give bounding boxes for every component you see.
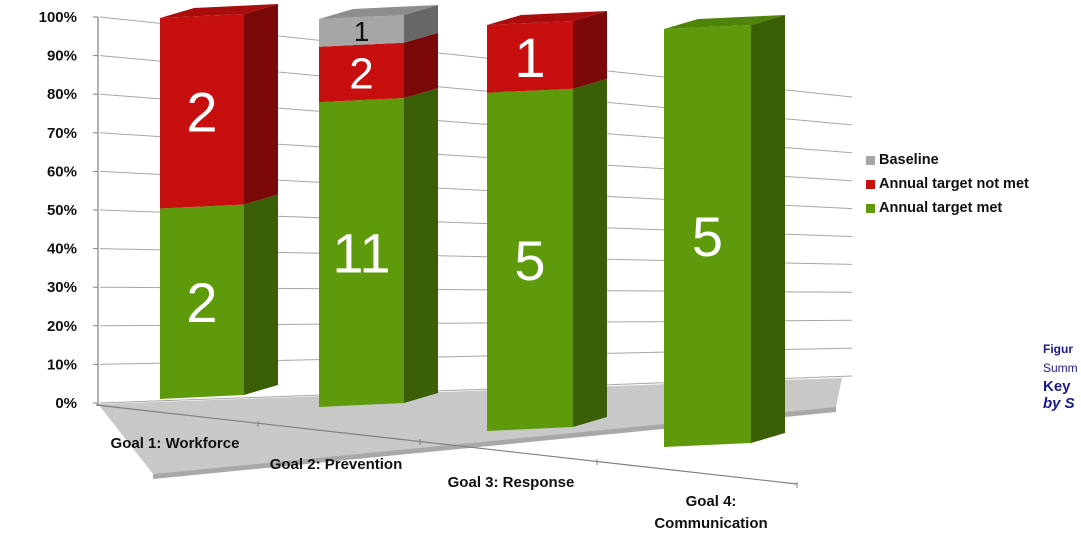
x-tick-label: Goal 3: Response: [448, 474, 575, 491]
chart-floor: [98, 378, 842, 474]
caption-line: Summ: [1043, 361, 1078, 375]
y-tick-label: 90%: [47, 48, 77, 65]
data-label: 5: [692, 205, 723, 268]
bar-side-annual-target-met: [573, 78, 607, 427]
legend-item-annual-target-met: Annual target met: [866, 196, 1029, 220]
data-label: 1: [514, 26, 545, 89]
legend-swatch-baseline: [866, 155, 875, 165]
y-tick-label: 10%: [47, 356, 77, 373]
data-label: 2: [186, 271, 217, 334]
data-label: 2: [349, 49, 373, 98]
bar-side-baseline: [404, 5, 438, 43]
caption-line: Key: [1043, 378, 1071, 395]
legend-label: Baseline: [879, 152, 939, 168]
x-tick-label: Goal 2: Prevention: [270, 456, 403, 473]
bar-side-annual-target-met: [404, 88, 438, 403]
y-tick-label: 50%: [47, 202, 77, 219]
bar-side-annual-target-not-met: [244, 4, 278, 205]
bar-top-annual-target-not-met: [487, 11, 607, 25]
data-label: 11: [332, 222, 390, 285]
y-tick-label: 70%: [47, 125, 77, 142]
y-tick-label: 80%: [47, 86, 77, 103]
figure-caption: Figur Summ Key by S: [1043, 342, 1078, 412]
caption-line: Figur: [1043, 342, 1073, 356]
legend: Baseline Annual target not met Annual ta…: [866, 148, 1029, 220]
y-tick-label: 30%: [47, 279, 77, 296]
bar-segment-annual-target-met: [664, 25, 751, 447]
y-tick-label: 100%: [39, 9, 77, 26]
bar-side-annual-target-not-met: [573, 11, 607, 89]
legend-swatch-annual-target-not-met: [866, 179, 875, 189]
bar-side-annual-target-met: [751, 15, 785, 443]
bar-top-baseline: [319, 5, 438, 19]
legend-item-annual-target-not-met: Annual target not met: [866, 172, 1029, 196]
bar-segment-annual-target-met: [160, 204, 244, 399]
legend-swatch-annual-target-met: [866, 203, 875, 213]
x-tick-label: Goal 4: Communication: [654, 493, 767, 532]
bar-segment-annual-target-not-met: [160, 14, 244, 209]
y-tick-label: 60%: [47, 163, 77, 180]
caption-line: by S: [1043, 395, 1075, 412]
bar-side-annual-target-not-met: [404, 32, 438, 99]
data-label: 5: [514, 229, 545, 292]
bar-segment-annual-target-not-met: [487, 21, 573, 93]
bar-segment-baseline: [319, 15, 404, 47]
y-tick-label: 40%: [47, 241, 77, 258]
x-axis-line: [95, 404, 798, 485]
bar-top-annual-target-met: [664, 15, 785, 29]
y-tick-label: 20%: [47, 318, 77, 335]
x-tick-label: Goal 1: Workforce: [111, 435, 240, 452]
legend-label: Annual target not met: [879, 176, 1029, 192]
bar-segment-annual-target-not-met: [319, 42, 404, 103]
data-label: 2: [186, 80, 217, 143]
bar-top-annual-target-not-met: [160, 4, 278, 18]
y-tick-label: 0%: [55, 395, 77, 412]
data-label: 1: [354, 16, 370, 47]
bar-segment-annual-target-met: [319, 98, 404, 407]
bar-side-annual-target-met: [244, 194, 278, 395]
legend-item-baseline: Baseline: [866, 148, 1029, 172]
legend-label: Annual target met: [879, 200, 1003, 216]
bar-segment-annual-target-met: [487, 88, 573, 431]
